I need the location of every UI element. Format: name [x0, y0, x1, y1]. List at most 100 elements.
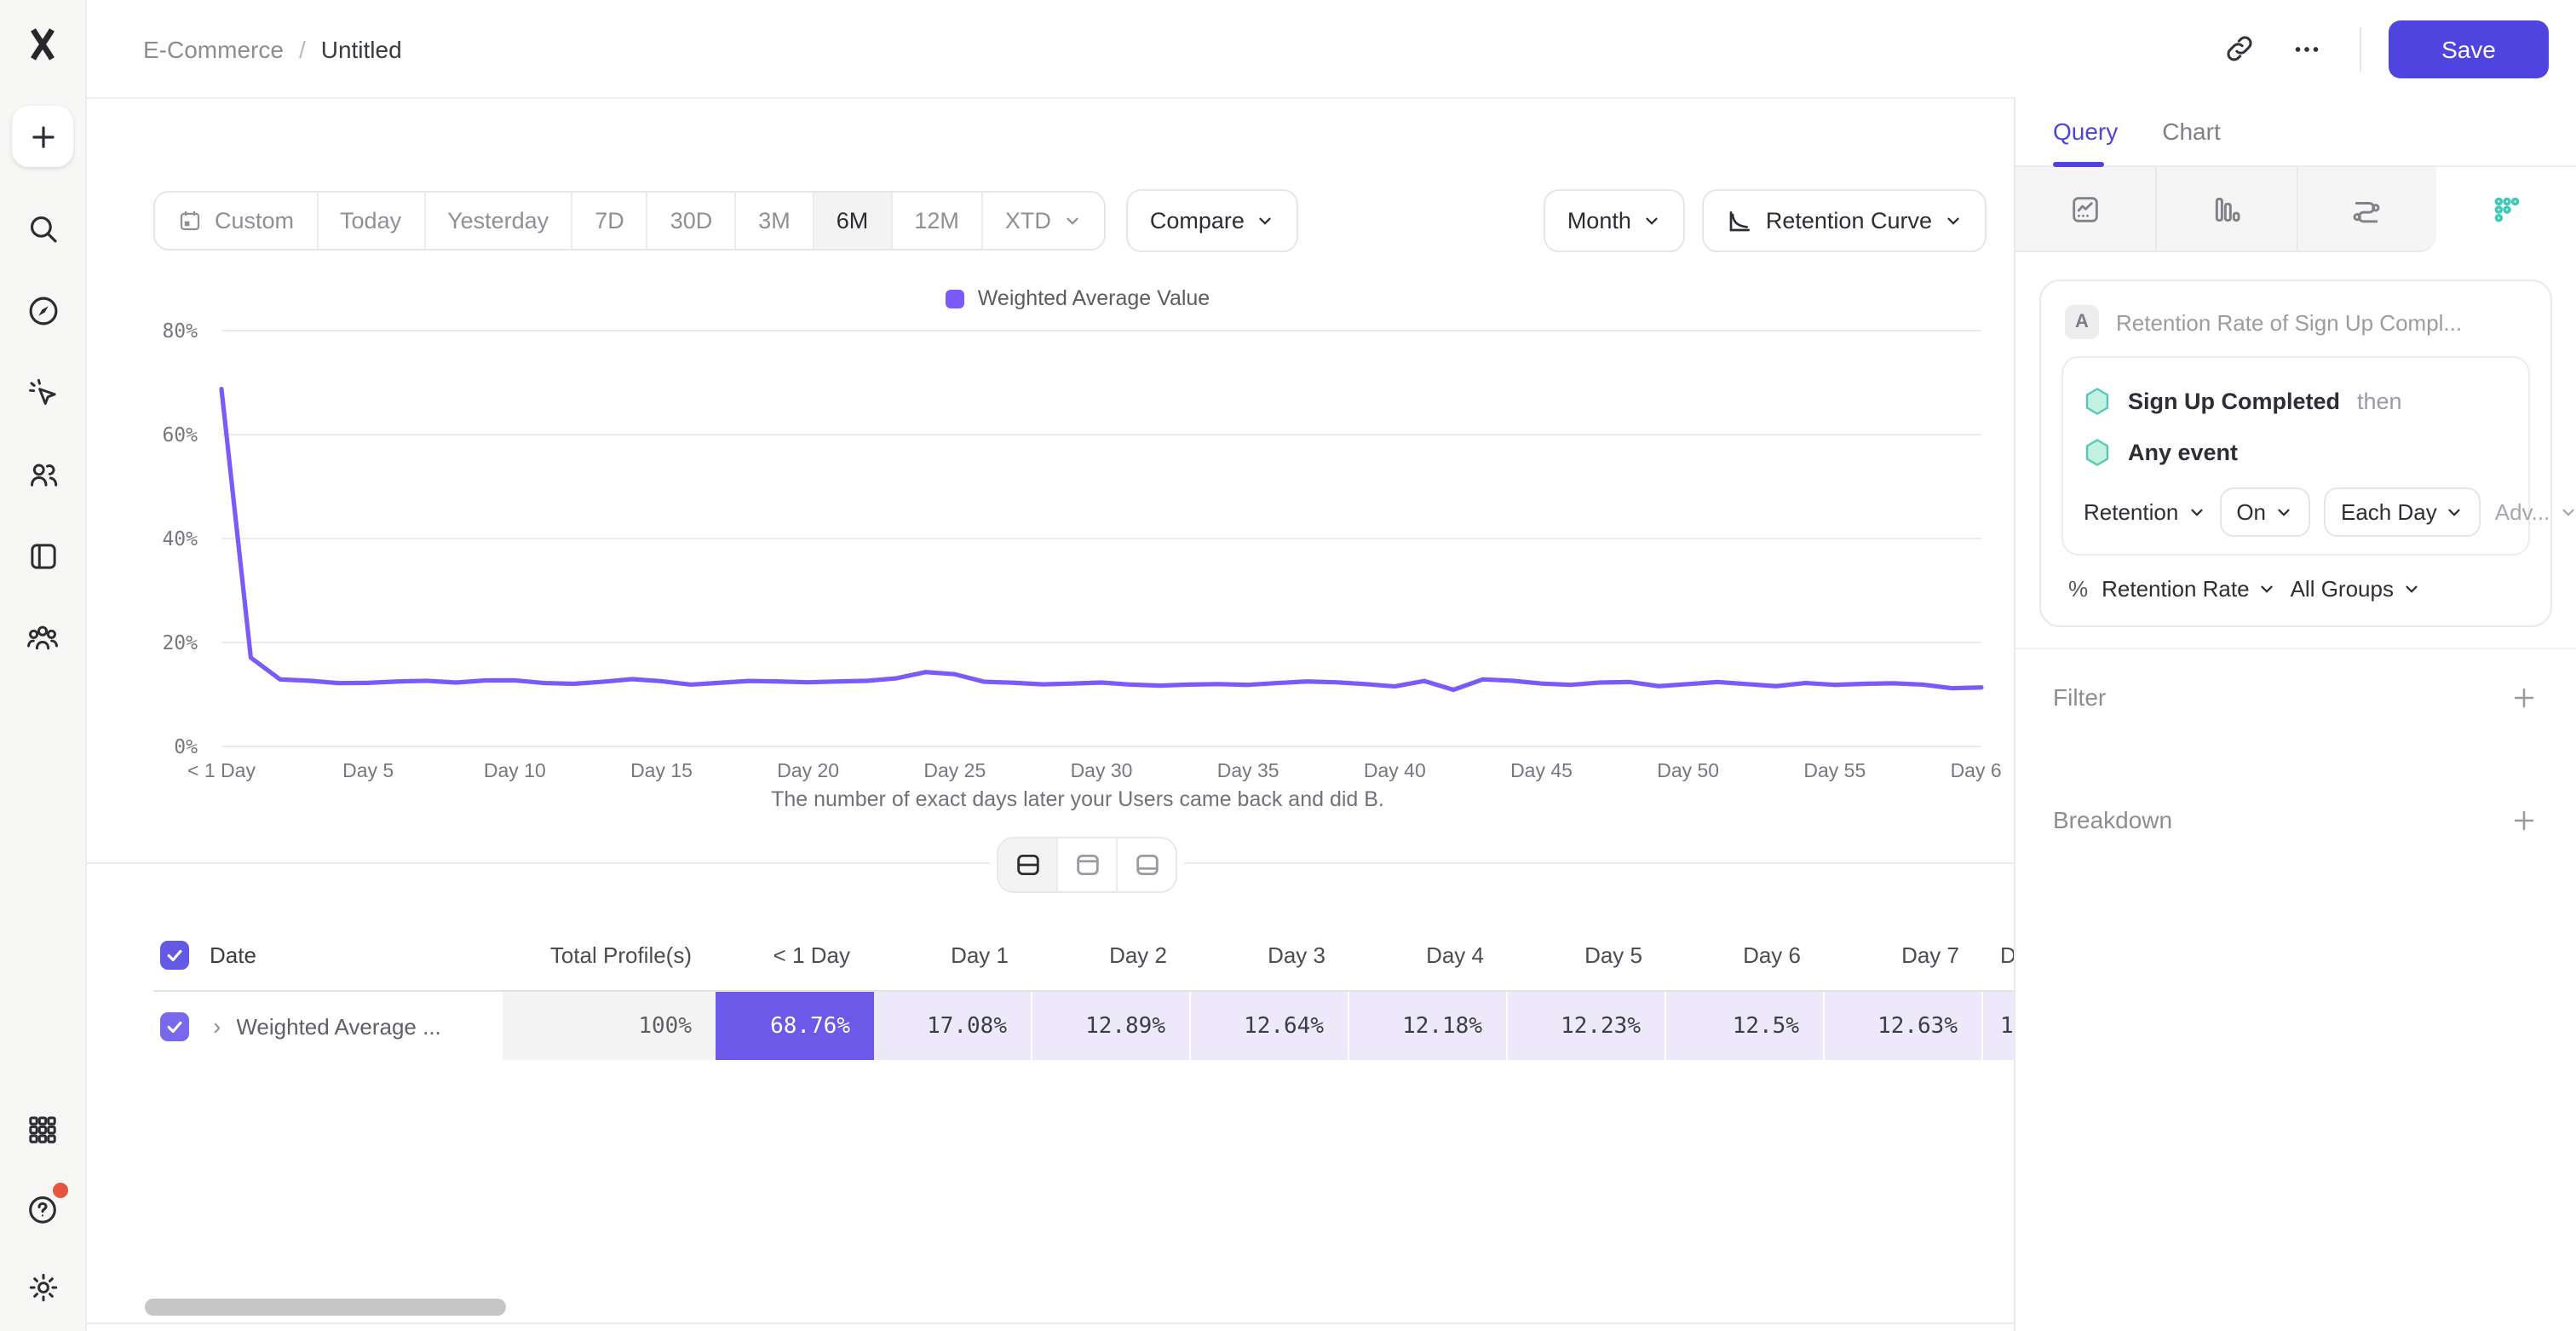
chart-controls: Month Retention Curve: [1543, 189, 1987, 252]
table-header-cell[interactable]: Day 4: [1349, 920, 1508, 990]
retention-line-series[interactable]: [219, 386, 1984, 693]
query-card: A Retention Rate of Sign Up Compl... Sig…: [2039, 279, 2573, 627]
table-header-cell[interactable]: Day 6: [1666, 920, 1825, 990]
breadcrumb-project[interactable]: E-Commerce: [143, 35, 284, 62]
groups-dropdown[interactable]: All Groups: [2291, 576, 2421, 602]
help-icon[interactable]: [12, 1178, 73, 1239]
chevron-down-icon: [2562, 509, 2573, 516]
range-12m-button[interactable]: 12M: [892, 193, 983, 249]
chevron-down-icon: [2406, 585, 2418, 593]
retention-value-cell[interactable]: 17.08%: [874, 992, 1032, 1060]
report-type-retention[interactable]: [2436, 167, 2576, 252]
table-header-cell[interactable]: < 1 Day: [716, 920, 874, 990]
retention-type-dropdown[interactable]: Retention: [2084, 499, 2205, 525]
cohorts-icon[interactable]: [12, 607, 73, 668]
retention-value-cell[interactable]: 12.: [1983, 992, 2014, 1060]
x-axis-tick-label: Day 55: [1803, 759, 1866, 781]
column-label: Day 3: [1268, 942, 1325, 968]
legend-swatch: [945, 289, 964, 308]
return-event-row[interactable]: Any event: [2084, 426, 2508, 477]
retention-value-cell[interactable]: 12.5%: [1666, 992, 1825, 1060]
retention-value-cell[interactable]: 12.23%: [1508, 992, 1666, 1060]
users-icon[interactable]: [12, 443, 73, 504]
first-event-row[interactable]: Sign Up Completed then: [2084, 375, 2508, 426]
table-header-cell[interactable]: Day 2: [1032, 920, 1191, 990]
notification-dot: [53, 1183, 68, 1198]
retention-value-cell[interactable]: 12.18%: [1349, 992, 1508, 1060]
tab-query[interactable]: Query: [2053, 97, 2118, 167]
mixpanel-logo-icon[interactable]: [12, 14, 73, 75]
range-custom-button[interactable]: Custom: [155, 193, 319, 249]
range-6m-button[interactable]: 6M: [814, 193, 893, 249]
range-yesterday-button[interactable]: Yesterday: [425, 193, 573, 249]
create-new-button[interactable]: [12, 106, 73, 167]
retention-value-cell[interactable]: 100%: [503, 992, 716, 1060]
explore-compass-icon[interactable]: [12, 279, 73, 341]
save-button[interactable]: Save: [2389, 20, 2549, 78]
table-header-cell[interactable]: Day 8: [1983, 920, 2014, 990]
apps-grid-icon[interactable]: [12, 1099, 73, 1161]
report-type-funnels[interactable]: [2156, 167, 2297, 252]
expand-chevron-icon[interactable]: ›: [213, 1012, 221, 1040]
tab-chart[interactable]: Chart: [2162, 118, 2221, 145]
range-xtd-dropdown[interactable]: XTD: [983, 193, 1104, 249]
range-3m-button[interactable]: 3M: [736, 193, 814, 249]
retention-value-cell[interactable]: 12.63%: [1825, 992, 1983, 1060]
query-builder-panel: Query Chart: [2014, 97, 2576, 1331]
search-icon[interactable]: [12, 198, 73, 259]
boards-icon[interactable]: [12, 525, 73, 586]
legend-label: Weighted Average Value: [977, 286, 1210, 310]
retention-line-chart[interactable]: 0% 20% 40% 60% 80% < 1 Day Day 5 Day 10 Day 15 Da…: [153, 317, 2012, 798]
range-7d-button[interactable]: 7D: [572, 193, 648, 249]
chart-canvas: 0% 20% 40% 60% 80% < 1 Day Day 5 Day 10 Day 15 Da…: [162, 320, 2012, 781]
split-view-button[interactable]: [998, 838, 1058, 891]
table-header-cell[interactable]: Day 1: [874, 920, 1032, 990]
table-header-cell[interactable]: Total Profile(s): [503, 920, 716, 990]
table-header-cell[interactable]: Day 5: [1508, 920, 1666, 990]
granularity-label: Month: [1567, 208, 1631, 233]
row-checkbox[interactable]: [160, 941, 189, 970]
events-activity-icon[interactable]: [12, 361, 73, 423]
table-header-cell[interactable]: Day 7: [1825, 920, 1983, 990]
table-header-cell[interactable]: Date: [153, 920, 503, 990]
horizontal-scrollbar-thumb[interactable]: [145, 1299, 506, 1316]
more-options-icon[interactable]: [2281, 23, 2332, 74]
chart-only-view-button[interactable]: [1058, 838, 1118, 891]
breadcrumb-report-title[interactable]: Untitled: [320, 35, 402, 62]
retention-value-cell[interactable]: 68.76%: [716, 992, 874, 1060]
compare-label: Compare: [1149, 208, 1245, 233]
copy-link-icon[interactable]: [2213, 23, 2264, 74]
chart-legend[interactable]: Weighted Average Value: [153, 286, 2002, 310]
advanced-dropdown[interactable]: Adv...: [2495, 499, 2576, 525]
range-30d-button[interactable]: 30D: [648, 193, 737, 249]
compare-dropdown[interactable]: Compare: [1125, 189, 1299, 252]
retention-curve-icon: [1730, 210, 1751, 231]
table-header-cell[interactable]: Day 3: [1191, 920, 1349, 990]
on-label: On: [2236, 499, 2266, 525]
row-label-cell[interactable]: › Weighted Average ...: [153, 992, 503, 1060]
breakdown-label: Breakdown: [2053, 806, 2173, 833]
retention-value-cell[interactable]: 12.64%: [1191, 992, 1349, 1060]
retention-value-cell[interactable]: 12.89%: [1032, 992, 1191, 1060]
range-xtd-label: XTD: [1004, 208, 1051, 233]
chart-type-dropdown[interactable]: Retention Curve: [1702, 189, 1987, 252]
settings-gear-icon[interactable]: [12, 1256, 73, 1317]
range-today-button[interactable]: Today: [318, 193, 426, 249]
chevron-down-icon: [2449, 509, 2461, 516]
granularity-dropdown[interactable]: Month: [1543, 189, 1686, 252]
metric-dropdown[interactable]: Retention Rate: [2102, 576, 2276, 602]
breadcrumb: E-Commerce / Untitled: [143, 35, 402, 62]
y-axis-tick-label: 0%: [174, 736, 198, 758]
retention-interval-dropdown[interactable]: Each Day: [2324, 487, 2481, 537]
add-breakdown-button[interactable]: [2510, 805, 2539, 834]
report-type-insights[interactable]: [2015, 167, 2157, 252]
row-checkbox[interactable]: [160, 1011, 189, 1040]
table-only-view-button[interactable]: [1118, 838, 1176, 891]
add-filter-button[interactable]: [2510, 683, 2539, 712]
table-header-row: Date Total Profile(s) < 1 Day Day 1 Day 2 Day…: [153, 920, 2014, 992]
table-row[interactable]: › Weighted Average ... 100% 68.76% 17.08% 12.…: [153, 992, 2014, 1060]
report-type-flows[interactable]: [2297, 167, 2437, 252]
query-title-row[interactable]: A Retention Rate of Sign Up Compl...: [2061, 302, 2530, 356]
retention-on-dropdown[interactable]: On: [2219, 487, 2310, 537]
